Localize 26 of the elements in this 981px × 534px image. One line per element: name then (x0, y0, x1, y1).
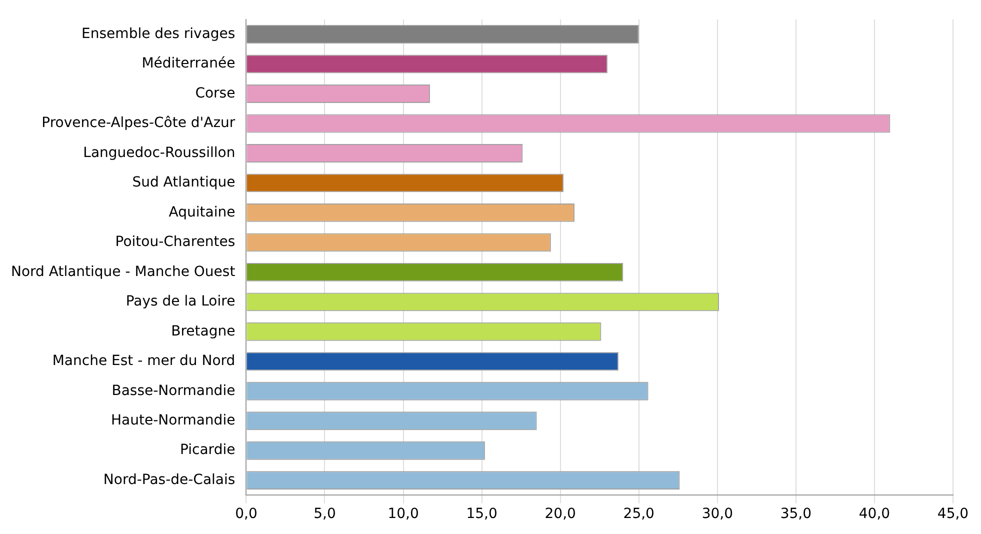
x-tick-label: 5,0 (314, 506, 336, 522)
y-tick-label: Poitou-Charentes (115, 234, 236, 250)
y-tick-label: Provence-Alpes-Côte d'Azur (42, 115, 236, 132)
y-tick-label: Corse (195, 85, 236, 102)
y-tick-label: Manche Est - mer du Nord (52, 353, 236, 370)
y-tick-label: Sud Atlantique (132, 174, 236, 191)
y-tick-label: Picardie (180, 442, 236, 458)
x-tick-label: 20,0 (544, 506, 576, 522)
y-tick-label: Bretagne (171, 323, 236, 340)
x-tick-label: 0,0 (235, 506, 258, 522)
y-tick-label: Méditerranée (142, 56, 236, 72)
y-tick-label: Haute-Normandie (111, 412, 236, 428)
x-tick-label: 10,0 (388, 506, 419, 522)
y-tick-label: Nord Atlantique - Manche Ouest (10, 264, 236, 280)
x-tick-label: 25,0 (623, 506, 654, 522)
x-tick-label: 15,0 (466, 506, 498, 522)
x-tick-label: 35,0 (780, 506, 812, 522)
x-tick-label: 40,0 (858, 506, 890, 522)
y-tick-label: Pays de la Loire (126, 294, 236, 310)
x-tick-label: 30,0 (702, 506, 733, 522)
y-tick-label: Basse-Normandie (112, 382, 236, 399)
y-tick-label: Nord-Pas-de-Calais (103, 472, 236, 488)
y-tick-label: Ensemble des rivages (82, 26, 236, 42)
x-tick-label: 45,0 (937, 506, 969, 522)
y-tick-label: Aquitaine (168, 204, 236, 220)
y-tick-label: Languedoc-Roussillon (83, 144, 236, 161)
